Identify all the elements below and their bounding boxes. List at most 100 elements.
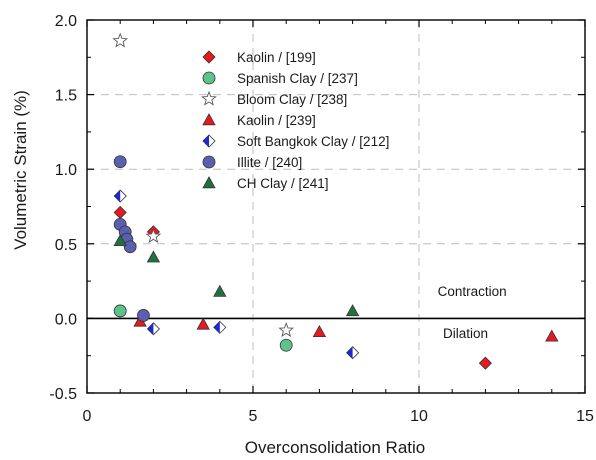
legend-entry: CH Clay / [241] (202, 176, 329, 191)
data-point (213, 284, 227, 297)
x-axis-title: Overconsolidation Ratio (245, 438, 425, 457)
marker-shape (113, 233, 127, 247)
marker-half-left (213, 321, 220, 334)
marker-shape (123, 240, 137, 254)
legend-label: Bloom Clay / [238] (237, 92, 347, 107)
legend-entry: Kaolin / [199] (202, 50, 316, 65)
x-tick-label: 5 (249, 408, 258, 425)
marker-half-left (114, 190, 121, 203)
y-tick-label: 0.5 (55, 237, 77, 254)
marker-shape (345, 304, 360, 317)
series-3 (133, 314, 559, 342)
legend-marker (202, 176, 216, 189)
marker-shape (145, 228, 162, 244)
data-point (345, 304, 360, 317)
marker-shape (137, 309, 150, 322)
marker-outline (346, 346, 360, 360)
series-0 (113, 205, 492, 370)
y-tick-label: 1.5 (55, 88, 77, 105)
data-point (196, 317, 210, 330)
series-6 (113, 233, 360, 317)
marker-outline (213, 320, 227, 334)
data-point (113, 233, 127, 247)
annotation-label: Contraction (438, 284, 507, 299)
legend-label: Soft Bangkok Clay / [212] (237, 134, 389, 149)
legend-label: Kaolin / [239] (237, 113, 316, 128)
legend-entry: Soft Bangkok Clay / [212] (202, 134, 389, 149)
legend-label: Spanish Clay / [237] (237, 71, 358, 86)
marker-outline (113, 189, 127, 203)
legend-label: CH Clay / [241] (237, 176, 329, 191)
data-point (213, 320, 227, 334)
legend-marker (202, 134, 216, 148)
y-tick-label: -0.5 (49, 386, 77, 403)
marker-shape (478, 356, 492, 370)
marker-shape (112, 32, 129, 48)
data-point (312, 325, 327, 338)
marker-half-right (219, 321, 226, 334)
data-point (146, 322, 160, 336)
marker-half-left (203, 135, 209, 147)
data-point (113, 304, 127, 318)
marker-outline (146, 322, 160, 336)
x-tick-label: 10 (410, 408, 428, 425)
legend-entry: Kaolin / [239] (202, 113, 316, 128)
marker-shape (202, 50, 216, 64)
y-axis-title: Volumetric Strain (%) (11, 90, 30, 250)
marker-shape (113, 155, 127, 169)
series-4 (113, 189, 360, 360)
data-point (137, 309, 150, 322)
legend-label: Kaolin / [199] (237, 50, 316, 65)
data-point (278, 322, 295, 338)
data-point (545, 329, 559, 342)
x-tick-label: 15 (576, 408, 594, 425)
data-point (346, 346, 360, 360)
marker-shape (202, 155, 216, 169)
data-point (146, 250, 161, 263)
legend-marker (202, 155, 216, 169)
axes: 0 5 10 15 -0.5 0.0 0.5 1.0 1.5 2.0 (49, 13, 594, 425)
data-point (113, 189, 127, 203)
marker-shape (213, 284, 227, 297)
legend-marker (201, 90, 217, 106)
data-point (145, 228, 162, 244)
marker-shape (196, 317, 210, 330)
legend-label: Illite / [240] (237, 155, 302, 170)
legend-marker (202, 71, 216, 85)
data-point (279, 338, 293, 352)
marker-outline (202, 134, 216, 148)
data-point (113, 205, 127, 220)
data-point (113, 155, 127, 169)
legend-marker (202, 113, 216, 126)
series-5 (113, 155, 150, 322)
marker-half-right (209, 135, 215, 147)
legend-entry: Illite / [240] (202, 155, 302, 170)
marker-shape (202, 176, 216, 189)
legend-entry: Spanish Clay / [237] (202, 71, 358, 86)
legend-marker (202, 50, 216, 64)
y-tick-label: 1.0 (55, 162, 77, 179)
marker-shape (201, 90, 217, 106)
marker-half-right (352, 346, 359, 359)
data-point (478, 356, 492, 370)
data-point (112, 32, 129, 48)
marker-shape (545, 329, 559, 342)
legend: Kaolin / [199] Spanish Clay / [237] Bloom … (201, 50, 389, 191)
marker-shape (202, 113, 216, 126)
marker-shape (278, 322, 295, 338)
marker-half-right (120, 190, 127, 203)
grid-lines (87, 20, 585, 393)
marker-shape (202, 71, 216, 85)
x-tick-label: 0 (83, 408, 92, 425)
legend-entry: Bloom Clay / [238] (201, 90, 347, 107)
marker-shape (279, 338, 293, 352)
marker-half-left (147, 322, 154, 335)
marker-shape (113, 205, 127, 220)
data-points (112, 32, 559, 370)
data-point (123, 240, 137, 254)
marker-half-right (153, 322, 160, 335)
series-1 (113, 304, 293, 352)
annotations: Contraction Dilation (438, 284, 507, 341)
series-2 (112, 32, 295, 338)
